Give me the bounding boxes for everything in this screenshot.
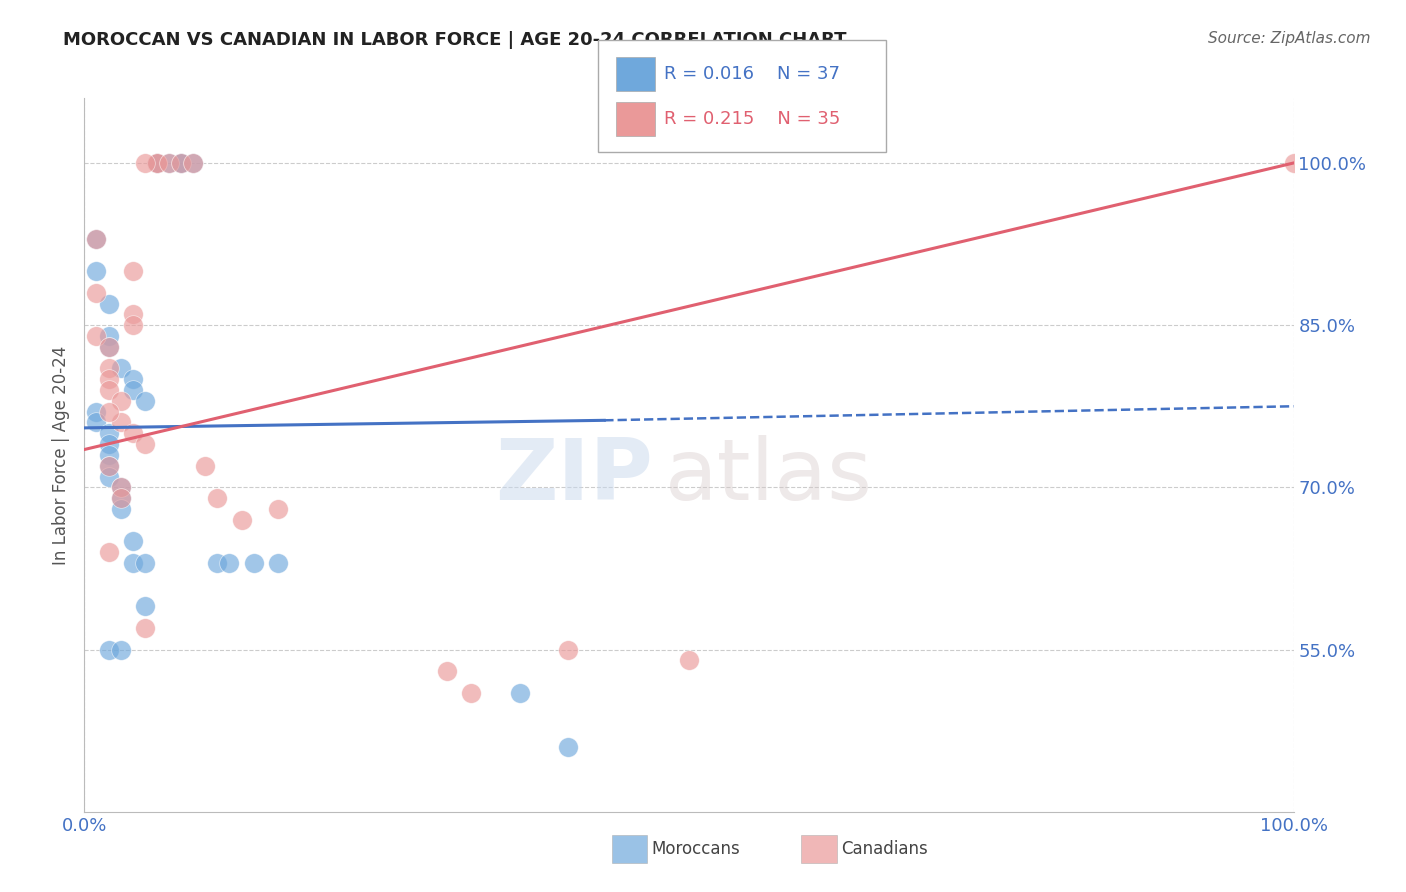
- Point: [436, 664, 458, 678]
- Point: [97, 361, 120, 376]
- Point: [157, 156, 180, 170]
- Y-axis label: In Labor Force | Age 20-24: In Labor Force | Age 20-24: [52, 345, 70, 565]
- Point: [678, 653, 700, 667]
- Point: [121, 534, 143, 549]
- Point: [146, 156, 169, 170]
- Point: [86, 264, 108, 278]
- Point: [460, 686, 482, 700]
- Point: [557, 642, 579, 657]
- Point: [110, 393, 132, 408]
- Point: [97, 437, 120, 451]
- Point: [170, 156, 193, 170]
- Point: [207, 556, 229, 570]
- Point: [181, 156, 204, 170]
- Point: [134, 621, 156, 635]
- Point: [557, 739, 579, 754]
- Point: [267, 556, 290, 570]
- Point: [86, 329, 108, 343]
- Point: [97, 372, 120, 386]
- Text: MOROCCAN VS CANADIAN IN LABOR FORCE | AGE 20-24 CORRELATION CHART: MOROCCAN VS CANADIAN IN LABOR FORCE | AG…: [63, 31, 846, 49]
- Point: [110, 480, 132, 494]
- Point: [134, 599, 156, 614]
- Text: atlas: atlas: [665, 434, 873, 518]
- Point: [134, 556, 156, 570]
- Point: [134, 437, 156, 451]
- Point: [97, 448, 120, 462]
- Point: [86, 285, 108, 300]
- Point: [110, 502, 132, 516]
- Point: [121, 307, 143, 321]
- Point: [267, 502, 290, 516]
- Point: [146, 156, 169, 170]
- Point: [110, 416, 132, 430]
- Point: [170, 156, 193, 170]
- Point: [110, 642, 132, 657]
- Text: Canadians: Canadians: [841, 840, 928, 858]
- Point: [207, 491, 229, 505]
- Point: [97, 642, 120, 657]
- Point: [121, 372, 143, 386]
- Point: [97, 296, 120, 310]
- Text: ZIP: ZIP: [495, 434, 652, 518]
- Point: [97, 405, 120, 419]
- Point: [110, 491, 132, 505]
- Point: [121, 383, 143, 397]
- Point: [97, 458, 120, 473]
- Point: [146, 156, 169, 170]
- Point: [86, 232, 108, 246]
- Point: [134, 156, 156, 170]
- Point: [231, 513, 253, 527]
- Point: [170, 156, 193, 170]
- Point: [110, 491, 132, 505]
- Point: [97, 458, 120, 473]
- Text: R = 0.215    N = 35: R = 0.215 N = 35: [664, 110, 839, 128]
- Point: [86, 416, 108, 430]
- Text: Moroccans: Moroccans: [651, 840, 740, 858]
- Point: [194, 458, 217, 473]
- Point: [97, 340, 120, 354]
- Point: [97, 383, 120, 397]
- Point: [86, 405, 108, 419]
- Point: [121, 318, 143, 333]
- Point: [97, 329, 120, 343]
- Point: [121, 426, 143, 441]
- Point: [509, 686, 531, 700]
- Point: [97, 469, 120, 483]
- Point: [146, 156, 169, 170]
- Point: [157, 156, 180, 170]
- Text: Source: ZipAtlas.com: Source: ZipAtlas.com: [1208, 31, 1371, 46]
- Point: [1282, 156, 1305, 170]
- Point: [121, 556, 143, 570]
- Point: [97, 545, 120, 559]
- Point: [121, 264, 143, 278]
- Point: [110, 361, 132, 376]
- Point: [97, 340, 120, 354]
- Point: [181, 156, 204, 170]
- Point: [97, 426, 120, 441]
- Text: R = 0.016    N = 37: R = 0.016 N = 37: [664, 65, 839, 83]
- Point: [134, 393, 156, 408]
- Point: [86, 232, 108, 246]
- Point: [242, 556, 264, 570]
- Point: [110, 480, 132, 494]
- Point: [218, 556, 240, 570]
